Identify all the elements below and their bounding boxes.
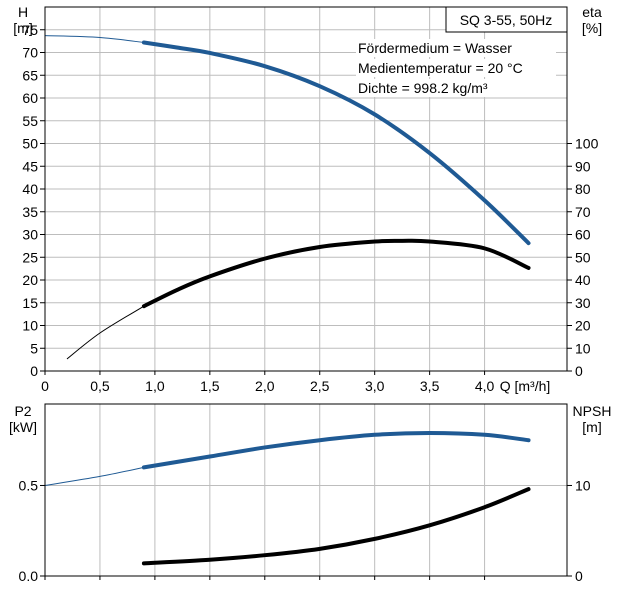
top-ytick-left-label: 25 bbox=[22, 249, 38, 265]
top-xtick-label: 2,5 bbox=[310, 378, 330, 394]
top-ytick-right-label: 80 bbox=[575, 181, 591, 197]
top-series-1-line bbox=[141, 238, 531, 309]
top-panel: 0 5 10 15 20 25 30 35 40 45 50 55 60 65 70 75 0 10 20 30 40 5… bbox=[13, 4, 602, 394]
top-ytick-left-label: 40 bbox=[22, 181, 38, 197]
top-ytick-left-label: 20 bbox=[22, 272, 38, 288]
top-ytick-right-label: 0 bbox=[575, 363, 583, 379]
top-ytick-right-label: 10 bbox=[575, 340, 591, 356]
top-right-axis-label: eta bbox=[582, 4, 602, 20]
bottom-ytick-right-label: 0 bbox=[575, 568, 583, 584]
bottom-plot-frame bbox=[44, 403, 568, 577]
top-ytick-left-label: 45 bbox=[22, 158, 38, 174]
top-series-0-line bbox=[141, 40, 531, 246]
info-line-backing bbox=[356, 59, 556, 77]
top-ytick-left-label: 65 bbox=[22, 67, 38, 83]
top-xtick-label: 1,0 bbox=[145, 378, 165, 394]
bottom-panel: 0.0 0.5 0 10 P2[kW] NPSH[m] bbox=[9, 403, 611, 584]
top-ytick-left-label: 30 bbox=[22, 227, 38, 243]
top-ytick-right-label: 60 bbox=[575, 227, 591, 243]
info-line: Dichte = 998.2 kg/m³ bbox=[358, 80, 488, 96]
bottom-left-axis-label: P2 bbox=[14, 403, 31, 419]
top-ytick-left-label: 5 bbox=[30, 340, 38, 356]
x-axis-label: Q [m³/h] bbox=[500, 378, 551, 394]
info-line-backing bbox=[356, 79, 556, 97]
info-line: Fördermedium = Wasser bbox=[358, 40, 512, 56]
top-xtick-label: 3,5 bbox=[420, 378, 440, 394]
top-xtick-label: 3,0 bbox=[365, 378, 385, 394]
info-line-backing bbox=[356, 39, 556, 57]
top-ytick-right-label: 70 bbox=[575, 204, 591, 220]
bottom-right-axis-unit: [m] bbox=[582, 419, 601, 435]
top-ytick-right-label: 90 bbox=[575, 158, 591, 174]
top-ytick-left-label: 75 bbox=[22, 22, 38, 38]
bottom-ytick-left-label: 0.5 bbox=[19, 477, 39, 493]
top-left-axis-unit: [m] bbox=[13, 20, 32, 36]
bottom-ytick-left-label: 0.0 bbox=[19, 568, 39, 584]
top-ytick-left-label: 55 bbox=[22, 113, 38, 129]
bottom-series-0-line bbox=[141, 430, 531, 470]
info-line: Medientemperatur = 20 °C bbox=[358, 60, 523, 76]
top-ytick-right-label: 20 bbox=[575, 318, 591, 334]
top-xtick-label: 1,5 bbox=[200, 378, 220, 394]
top-ytick-right-label: 30 bbox=[575, 295, 591, 311]
top-series-0-thin-line bbox=[44, 35, 144, 43]
bottom-ytick-right-label: 10 bbox=[575, 477, 591, 493]
top-ytick-left-label: 0 bbox=[30, 363, 38, 379]
top-ytick-left-label: 35 bbox=[22, 204, 38, 220]
top-series-1-thin-line bbox=[66, 305, 145, 360]
top-xtick-label: 2,0 bbox=[255, 378, 275, 394]
bottom-series-0-thin-line bbox=[44, 466, 145, 486]
model-badge-box bbox=[445, 6, 568, 33]
top-ytick-left-label: 60 bbox=[22, 90, 38, 106]
top-ytick-left-label: 50 bbox=[22, 136, 38, 152]
model-badge-text: SQ 3-55, 50Hz bbox=[460, 12, 553, 28]
bottom-right-axis-label: NPSH bbox=[573, 403, 612, 419]
top-xtick-label: 4,0 bbox=[475, 378, 495, 394]
top-right-axis-unit: [%] bbox=[582, 20, 602, 36]
top-ytick-left-label: 70 bbox=[22, 45, 38, 61]
top-xtick-label: 0 bbox=[41, 378, 49, 394]
bottom-series-1-line bbox=[141, 487, 531, 566]
top-ytick-right-label: 40 bbox=[575, 272, 591, 288]
top-ytick-left-label: 15 bbox=[22, 295, 38, 311]
top-ytick-left-label: 10 bbox=[22, 318, 38, 334]
top-xtick-label: 0,5 bbox=[90, 378, 110, 394]
top-left-axis-label: H bbox=[18, 4, 28, 20]
bottom-left-axis-unit: [kW] bbox=[9, 419, 37, 435]
top-ytick-right-label: 100 bbox=[575, 136, 599, 152]
top-ytick-right-label: 50 bbox=[575, 249, 591, 265]
